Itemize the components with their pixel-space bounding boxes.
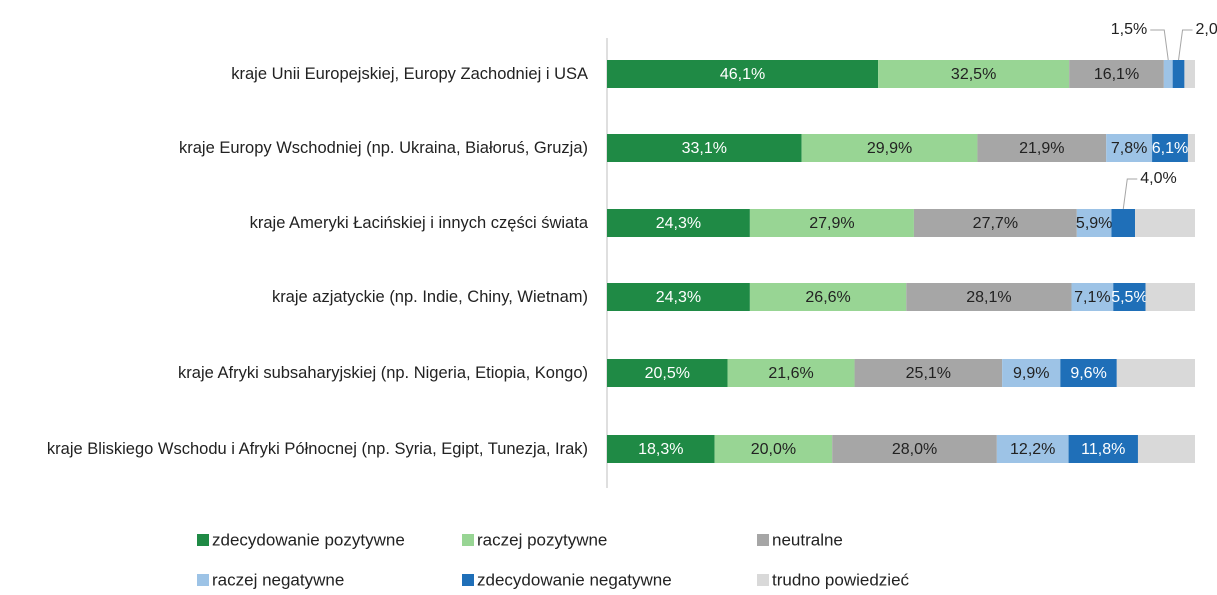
leader-line <box>1122 178 1138 210</box>
bar-segment <box>607 359 728 387</box>
category-label: kraje Bliskiego Wschodu i Afryki Północn… <box>46 440 588 458</box>
category-label: kraje Ameryki Łacińskiej i innych części… <box>249 214 588 232</box>
leader-line <box>1150 29 1169 61</box>
bar-segment <box>854 359 1003 387</box>
value-label: 24,3% <box>656 289 701 306</box>
legend-swatch <box>197 534 209 546</box>
bar-segment <box>607 60 879 88</box>
bar-segment <box>1145 283 1195 311</box>
bar-segment <box>1152 134 1188 162</box>
value-label: 7,1% <box>1074 289 1110 306</box>
bar-segment <box>749 209 914 237</box>
value-label: 6,1% <box>1152 140 1188 157</box>
bar-segment <box>1135 209 1195 237</box>
value-label: 11,8% <box>1081 441 1125 458</box>
bar-segment <box>1172 60 1185 88</box>
bar-segment <box>996 435 1069 463</box>
bar-segment <box>1184 60 1195 88</box>
value-label: 46,1% <box>720 66 765 83</box>
value-label: 27,7% <box>973 215 1018 232</box>
legend-swatch <box>462 534 474 546</box>
bar-segment <box>1106 134 1153 162</box>
value-label: 2,0% <box>1196 21 1217 38</box>
category-label: kraje Europy Wschodniej (np. Ukraina, Bi… <box>179 139 588 157</box>
bar-segment <box>832 435 997 463</box>
bar-segment <box>1113 283 1146 311</box>
legend-label: raczej pozytywne <box>477 530 607 549</box>
value-label: 20,5% <box>645 365 690 382</box>
category-label: kraje azjatyckie (np. Indie, Chiny, Wiet… <box>271 288 588 306</box>
bar-segment <box>1187 134 1195 162</box>
value-label: 27,9% <box>809 215 854 232</box>
bar-segment <box>1069 60 1164 88</box>
bar-segment <box>1111 209 1136 237</box>
bar-segment <box>1002 359 1061 387</box>
value-label: 5,5% <box>1111 289 1147 306</box>
value-label: 5,9% <box>1076 215 1112 232</box>
value-label: 26,6% <box>805 289 850 306</box>
legend-swatch <box>757 534 769 546</box>
value-label: 21,6% <box>768 365 813 382</box>
legend-swatch <box>197 574 209 586</box>
bar-segment <box>913 209 1077 237</box>
legend-label: raczej negatywne <box>212 570 344 589</box>
bar-segment <box>727 359 855 387</box>
bar-segment <box>906 283 1072 311</box>
bar-segment <box>1116 359 1195 387</box>
legend-swatch <box>462 574 474 586</box>
bar-segment <box>878 60 1070 88</box>
bar-segment <box>1071 283 1114 311</box>
bar-segment <box>1163 60 1173 88</box>
legend-label: zdecydowanie pozytywne <box>212 530 405 549</box>
value-label: 28,1% <box>966 289 1011 306</box>
category-label: kraje Unii Europejskiej, Europy Zachodni… <box>231 65 588 83</box>
bar-segment <box>1068 435 1138 463</box>
value-label: 7,8% <box>1111 140 1147 157</box>
leader-line <box>1178 29 1193 61</box>
bar-segment <box>749 283 907 311</box>
legend-swatch <box>757 574 769 586</box>
value-label: 24,3% <box>656 215 701 232</box>
value-label: 4,0% <box>1140 170 1176 187</box>
value-label: 32,5% <box>951 66 996 83</box>
bar-segment <box>607 283 750 311</box>
value-label: 25,1% <box>906 365 951 382</box>
legend-label: zdecydowanie negatywne <box>477 570 672 589</box>
value-label: 33,1% <box>682 140 727 157</box>
bar-segment <box>1137 435 1195 463</box>
bar-segment <box>801 134 978 162</box>
value-label: 29,9% <box>867 140 912 157</box>
value-label: 9,6% <box>1070 365 1106 382</box>
bar-segment <box>607 209 750 237</box>
value-label: 12,2% <box>1010 441 1055 458</box>
value-label: 20,0% <box>751 441 796 458</box>
value-label: 18,3% <box>638 441 683 458</box>
bar-segment <box>607 435 715 463</box>
bar-segment <box>607 134 802 162</box>
bar-segment <box>977 134 1107 162</box>
value-label: 21,9% <box>1019 140 1064 157</box>
bar-segment <box>1076 209 1112 237</box>
value-label: 16,1% <box>1094 66 1139 83</box>
value-label: 9,9% <box>1013 365 1049 382</box>
bar-segment <box>1060 359 1117 387</box>
value-label: 28,0% <box>892 441 937 458</box>
value-label: 1,5% <box>1111 21 1147 38</box>
legend-label: trudno powiedzieć <box>772 570 910 589</box>
legend-label: neutralne <box>772 530 843 549</box>
bar-segment <box>714 435 833 463</box>
category-label: kraje Afryki subsaharyjskiej (np. Nigeri… <box>178 364 588 382</box>
